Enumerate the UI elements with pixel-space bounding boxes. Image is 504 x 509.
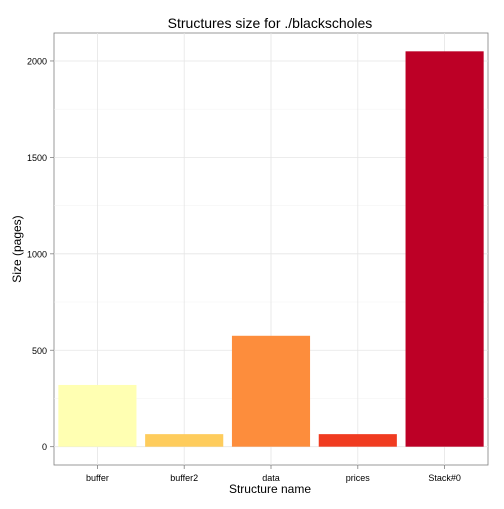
x-axis: buffer buffer2 data prices Stack#0 bbox=[86, 465, 461, 483]
bars bbox=[58, 51, 484, 447]
y-tick-label: 0 bbox=[42, 442, 47, 452]
y-tick-label: 1000 bbox=[27, 249, 47, 259]
bar-data bbox=[231, 335, 311, 447]
x-tick-label: prices bbox=[346, 473, 371, 483]
x-tick-label: Stack#0 bbox=[428, 473, 461, 483]
x-tick-label: buffer2 bbox=[170, 473, 198, 483]
y-axis: 0 500 1000 1500 2000 bbox=[27, 56, 54, 452]
bar-prices bbox=[318, 434, 397, 447]
y-tick-label: 500 bbox=[32, 346, 47, 356]
y-tick-label: 1500 bbox=[27, 153, 47, 163]
bar-buffer bbox=[58, 384, 137, 447]
bar-buffer2 bbox=[145, 434, 224, 447]
x-tick-label: buffer bbox=[86, 473, 109, 483]
x-axis-title: Structure name bbox=[229, 482, 311, 496]
y-tick-label: 2000 bbox=[27, 56, 47, 66]
x-tick-label: data bbox=[262, 473, 280, 483]
y-axis-title: Size (pages) bbox=[10, 215, 24, 282]
chart-title: Structures size for ./blackscholes bbox=[168, 15, 373, 31]
bar-stack-0 bbox=[405, 51, 484, 447]
